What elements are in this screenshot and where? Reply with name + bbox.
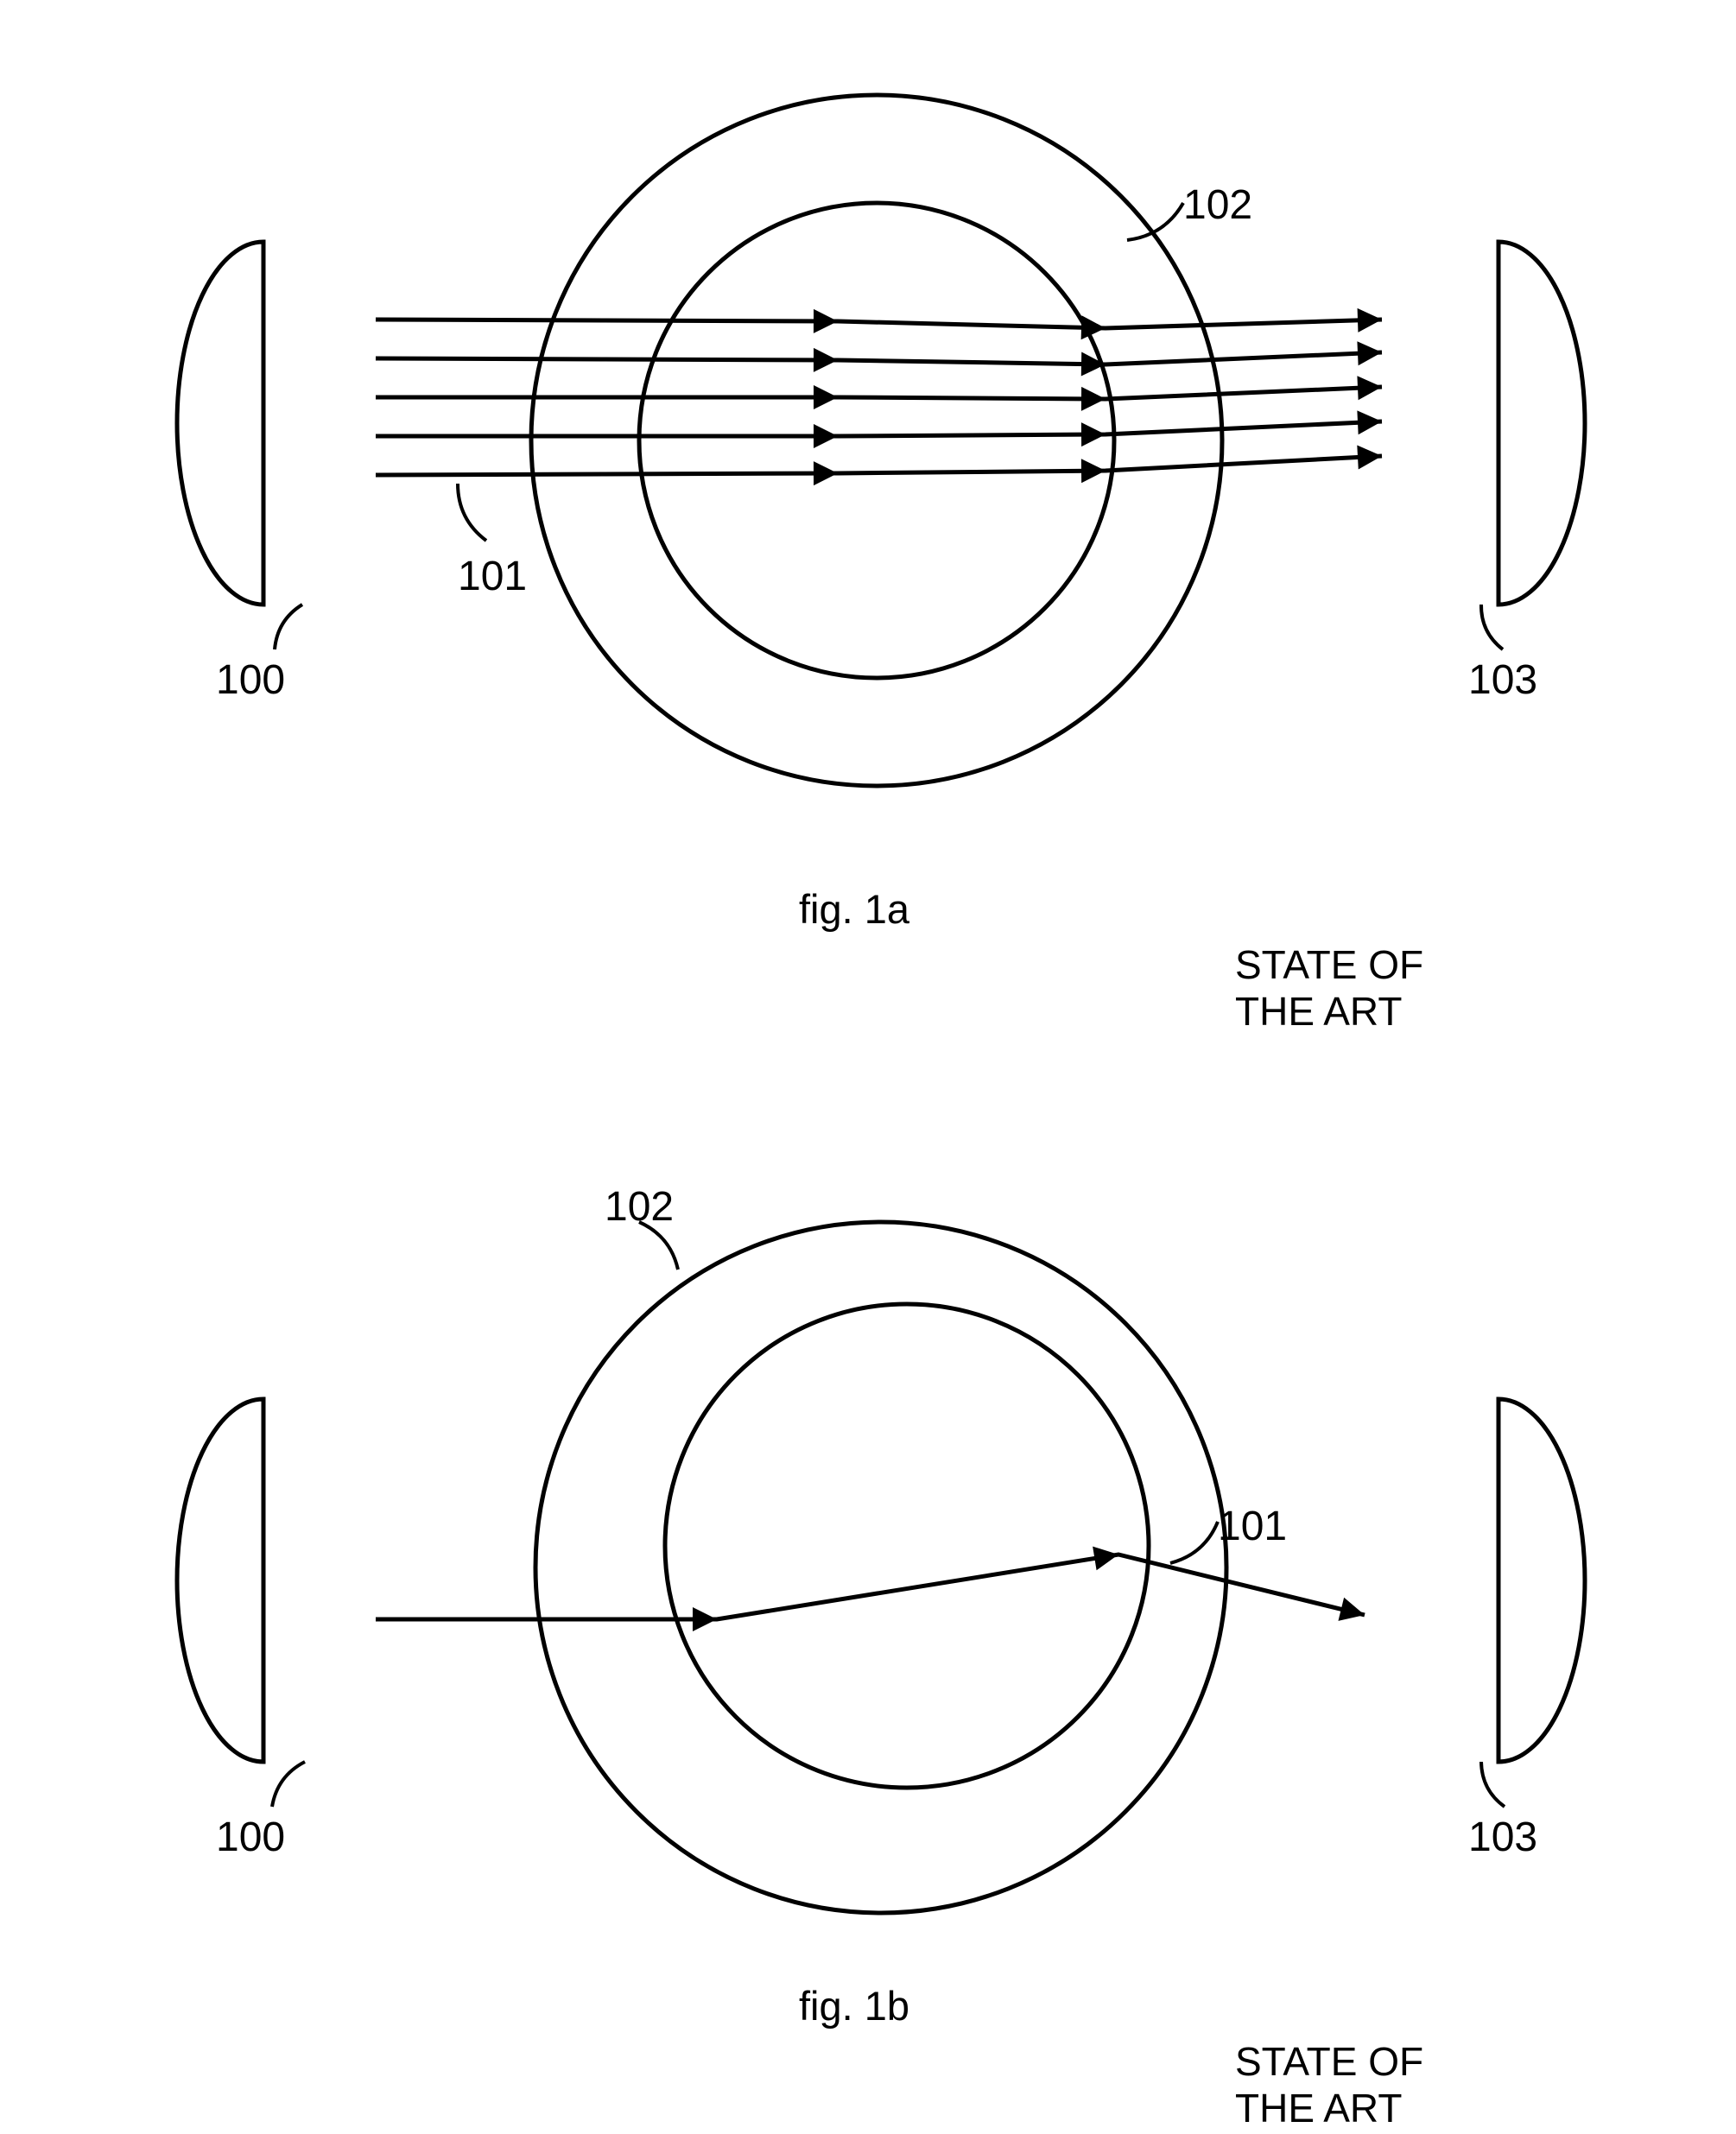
fig1b-leader-100-0 [272, 1762, 305, 1807]
label-102-a: 102 [1183, 181, 1252, 229]
fig1b-left-lens [177, 1399, 263, 1762]
label-103-a: 103 [1468, 656, 1537, 704]
fig1a-leader-100-0 [275, 605, 302, 649]
label-103-b: 103 [1468, 1814, 1537, 1861]
fig1b-ray-arrow-2 [1338, 1598, 1365, 1621]
fig1b-leader-101-0 [1170, 1522, 1218, 1563]
fig1a-leader-103-0 [1481, 605, 1503, 649]
fig1b-ray [376, 1555, 1365, 1619]
fig1b-rings-outer [535, 1222, 1226, 1913]
fig1a-ray-3-arrow-2 [1357, 410, 1382, 434]
label-101-b: 101 [1218, 1503, 1287, 1550]
fig1a-leader-101-0 [458, 484, 486, 541]
fig1b-ray-arrow-0 [693, 1607, 717, 1631]
fig1a-ray-2 [376, 387, 1382, 399]
fig1a-rings-inner [639, 203, 1114, 678]
caption-fig-1b: fig. 1b [799, 1982, 909, 2030]
fig1a-ray-1-arrow-2 [1357, 341, 1382, 365]
fig1a-ray-4-arrow-1 [1081, 459, 1106, 483]
fig1a-ray-0-arrow-2 [1358, 308, 1382, 332]
note-fig-1b: STATE OF THE ART [1235, 2038, 1423, 2131]
fig1b-leader-103-0 [1481, 1762, 1505, 1807]
fig1a-ray-4-arrow-2 [1357, 446, 1382, 470]
fig1a-left-lens [177, 242, 263, 605]
fig1a-right-lens [1498, 242, 1585, 605]
fig1a-rings-outer [531, 95, 1222, 786]
fig1b-ray-arrow-1 [1093, 1547, 1118, 1571]
fig1a-ray-4-arrow-0 [814, 461, 838, 485]
fig1a-ray-1-arrow-1 [1081, 352, 1106, 377]
fig1b-rings-inner [665, 1304, 1149, 1788]
fig1a-ray-0-arrow-1 [1081, 315, 1106, 339]
fig1a-ray-3 [376, 421, 1382, 436]
fig1a-ray-3-arrow-1 [1081, 422, 1106, 446]
fig1b-right-lens [1498, 1399, 1585, 1762]
fig1a-ray-0 [376, 320, 1382, 328]
label-100-a: 100 [216, 656, 285, 704]
fig1a-ray-2-arrow-1 [1081, 387, 1106, 411]
label-101-a: 101 [458, 553, 527, 600]
fig1a-ray-2-arrow-0 [814, 385, 838, 409]
fig1a-ray-3-arrow-0 [814, 424, 838, 448]
note-fig-1a: STATE OF THE ART [1235, 941, 1423, 1035]
fig1a-ray-1 [376, 352, 1382, 364]
fig1a-ray-1-arrow-0 [814, 348, 838, 372]
label-100-b: 100 [216, 1814, 285, 1861]
fig1a-ray-4 [376, 456, 1382, 475]
label-102-b: 102 [605, 1183, 674, 1231]
fig1a-ray-2-arrow-2 [1357, 376, 1382, 400]
caption-fig-1a: fig. 1a [799, 885, 909, 933]
fig1a-ray-0-arrow-0 [814, 309, 838, 333]
